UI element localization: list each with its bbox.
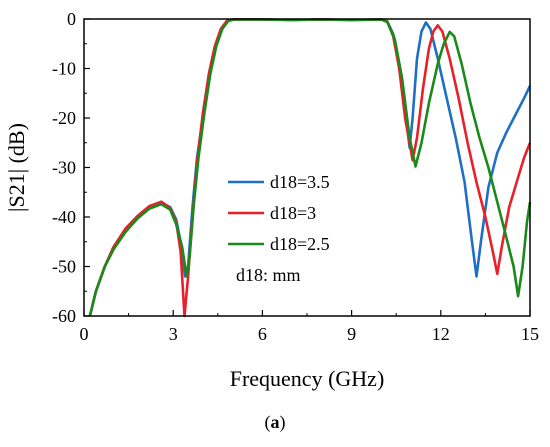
x-tick-label: 15 (521, 324, 539, 344)
y-tick-label: -30 (52, 158, 76, 178)
y-tick-label: -20 (52, 108, 76, 128)
y-tick-label: -10 (52, 59, 76, 79)
figure-caption: (a) (0, 412, 550, 433)
legend-note: d18: mm (236, 265, 301, 285)
legend-label-2: d18=3 (270, 203, 316, 223)
y-axis-title: |S21| (dB) (4, 123, 29, 212)
plot-frame (83, 18, 531, 317)
y-tick-label: -40 (52, 207, 76, 227)
caption-open: ( (264, 412, 271, 432)
series-line-2 (88, 18, 532, 318)
x-tick-label: 9 (347, 324, 356, 344)
series-line-1 (88, 18, 532, 317)
x-tick-label: 6 (258, 324, 267, 344)
x-tick-label: 0 (80, 324, 89, 344)
legend-label-3: d18=2.5 (270, 234, 330, 254)
legend-label-1: d18=3.5 (270, 172, 330, 192)
x-tick-label: 12 (432, 324, 450, 344)
x-tick-label: 3 (169, 324, 178, 344)
caption-close: ) (279, 412, 286, 432)
s21-chart: 0 3 6 9 12 15 0 -10 -20 -30 -40 -50 -60 d18=3.5 d18=3… (4, 9, 539, 391)
x-axis-title: Frequency (GHz) (230, 366, 385, 391)
y-tick-label: -50 (52, 257, 76, 277)
caption-label: a (270, 412, 280, 432)
y-tick-label: -60 (52, 306, 76, 326)
y-tick-label: 0 (67, 9, 76, 29)
series-line-3 (88, 18, 532, 317)
